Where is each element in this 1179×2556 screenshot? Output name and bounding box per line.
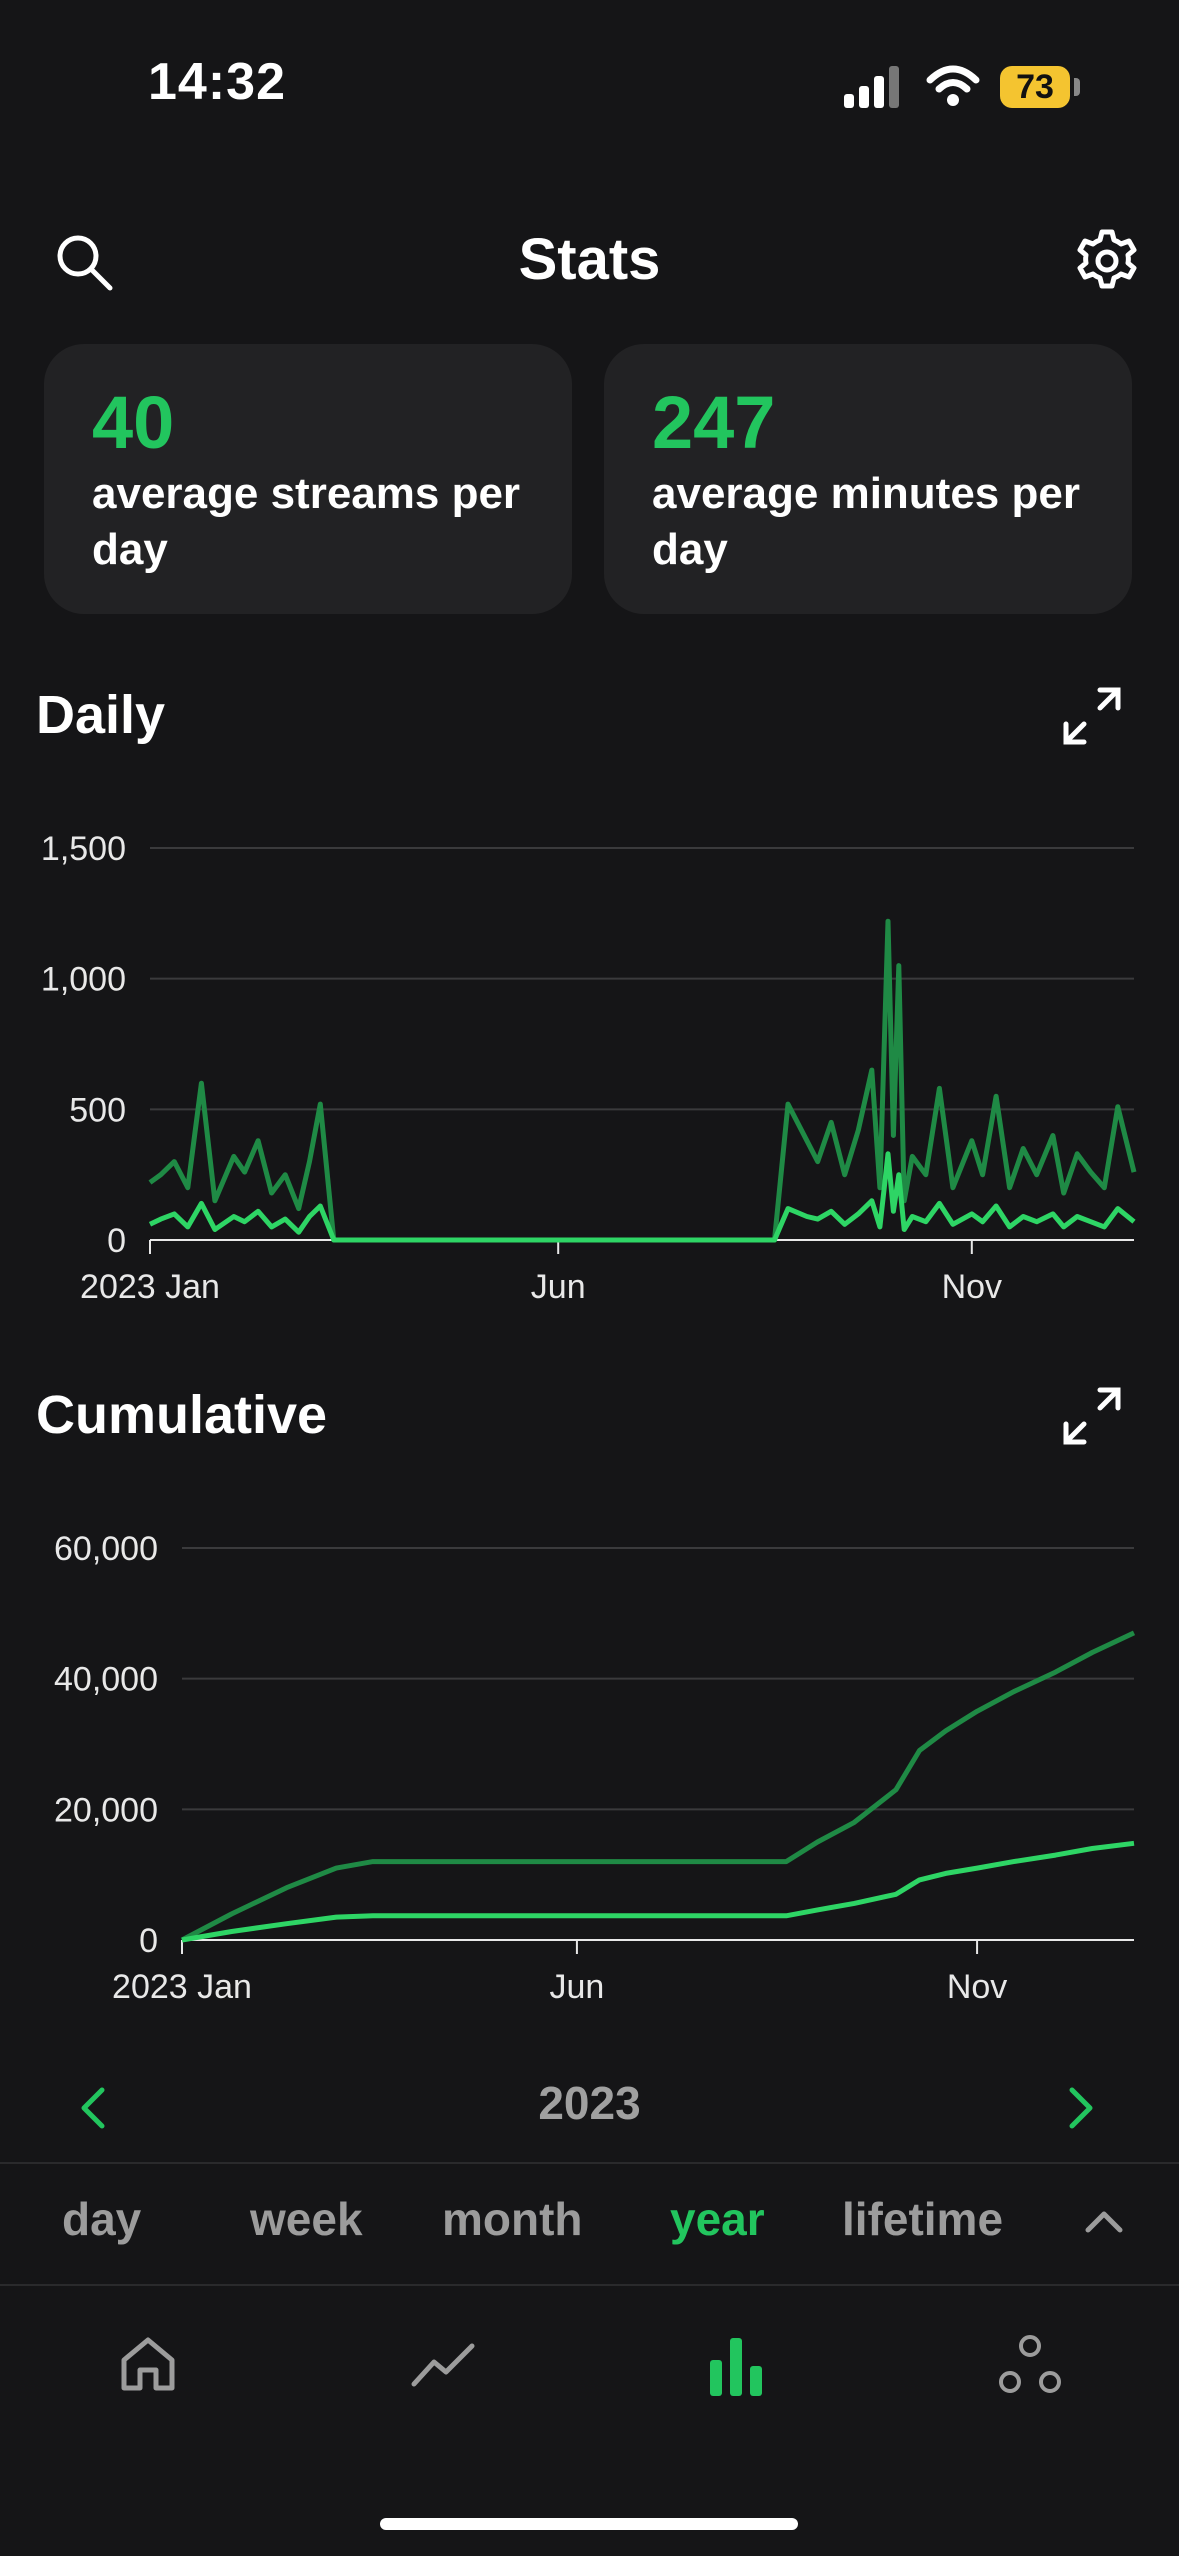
x-tick-label: Jun (550, 1968, 605, 2006)
stat-label: average minutes per day (652, 469, 1080, 574)
cumulative-chart: 0 20,000 40,000 60,000 2023 Jan Jun Nov (54, 1530, 1136, 2006)
year-label: 2023 (538, 2077, 641, 2129)
y-tick-label: 500 (69, 1091, 126, 1129)
x-tick-label: 2023 Jan (80, 1268, 220, 1306)
page-title: Stats (518, 227, 661, 292)
trend-icon[interactable] (410, 2340, 476, 2390)
chevron-left-icon[interactable] (78, 2086, 108, 2130)
tab-month[interactable]: month (442, 2193, 583, 2245)
stat-label: average streams per day (92, 469, 521, 574)
stat-card-minutes: 247 average minutes per day (604, 344, 1132, 614)
expand-icon[interactable] (1060, 1384, 1124, 1448)
divider (0, 2284, 1179, 2286)
x-tick-label: Nov (942, 1268, 1002, 1306)
battery-indicator: 73 (1000, 66, 1070, 108)
y-tick-label: 60,000 (54, 1530, 158, 1568)
divider (0, 2162, 1179, 2164)
tab-week[interactable]: week (250, 2193, 363, 2245)
chevron-up-icon[interactable] (1084, 2208, 1124, 2234)
stat-value: 247 (652, 381, 776, 464)
tab-day[interactable]: day (62, 2193, 142, 2245)
series-line-2 (148, 1151, 1136, 1243)
y-tick-label: 20,000 (54, 1791, 158, 1829)
stats-bar-icon[interactable] (708, 2336, 764, 2396)
stat-value: 40 (92, 381, 175, 464)
x-tick-label: 2023 Jan (112, 1968, 252, 2006)
chevron-right-icon[interactable] (1066, 2086, 1096, 2130)
stat-card-streams: 40 average streams per day (44, 344, 572, 614)
signal-icon (844, 66, 899, 108)
home-indicator (380, 2518, 798, 2530)
status-time: 14:32 (148, 53, 286, 111)
wifi-icon (926, 65, 980, 106)
y-tick-label: 40,000 (54, 1661, 158, 1699)
series-line-1 (148, 918, 1137, 1243)
y-tick-label: 1,500 (41, 830, 126, 868)
home-icon[interactable] (118, 2334, 178, 2394)
x-tick-label: Jun (531, 1268, 586, 1306)
y-tick-label: 1,000 (41, 961, 126, 999)
series-line-2 (181, 1840, 1135, 1943)
battery-tip (1074, 78, 1080, 96)
tab-lifetime[interactable]: lifetime (842, 2193, 1004, 2245)
tab-year[interactable]: year (670, 2193, 765, 2245)
search-icon[interactable] (52, 230, 116, 294)
cumulative-chart-title: Cumulative (36, 1385, 328, 1445)
daily-chart: 0 500 1,000 1,500 2023 Jan Jun Nov (41, 830, 1137, 1306)
y-tick-label: 0 (107, 1222, 126, 1260)
daily-chart-title: Daily (36, 685, 166, 745)
x-tick-label: Nov (947, 1968, 1007, 2006)
y-tick-label: 0 (139, 1922, 158, 1960)
series-line-1 (180, 1630, 1136, 1943)
social-icon[interactable] (998, 2334, 1062, 2396)
gear-icon[interactable] (1074, 228, 1140, 294)
expand-icon[interactable] (1060, 684, 1124, 748)
